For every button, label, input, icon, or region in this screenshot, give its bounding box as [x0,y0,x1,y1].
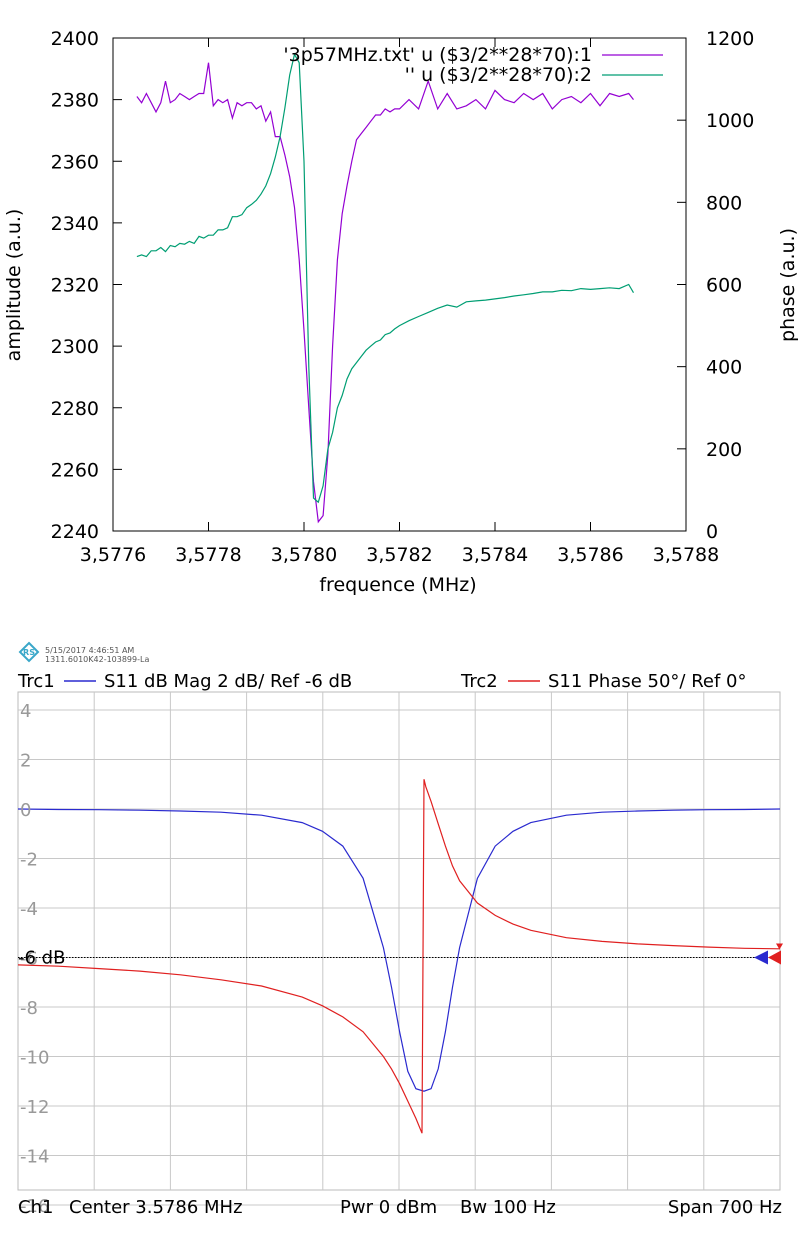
y-tick-label: 0 [20,800,31,821]
y-tick-label: 2400 [51,28,99,50]
trc1-trace [17,808,781,1092]
instrument-id: 1311.6010K42-103899-La [45,655,149,664]
plot-border [112,37,687,532]
y-tick-label: 2260 [51,459,99,481]
y-tick-label: -4 [20,899,38,920]
y-tick-label: -12 [20,1097,49,1118]
x-tick-label: 3,5780 [271,544,337,566]
ref-level-label: -6 dB [18,948,65,969]
tick-group: 4 2 0 -2 -4 -6 -8 -10 -12 -14 -16 [20,701,49,1217]
y-tick-label: -2 [20,850,38,871]
y-tick-label: 2340 [51,213,99,235]
trc2-trace [17,779,781,1134]
x-tick-label: 3,5782 [366,544,432,566]
y-tick-label: -14 [20,1147,49,1168]
y-tick-label: -6 [20,949,38,970]
y-tick-label: 2360 [51,151,99,173]
footer-span: Span 700 Hz [668,1197,782,1218]
y2-tick-label: 600 [706,275,742,297]
vna-s11-chart: RS 5/15/2017 4:46:51 AM 1311.6010K42-103… [17,641,783,1218]
x-tick-label: 3,5778 [175,544,241,566]
plot-frame [112,37,687,532]
y2-tick-label: 1000 [706,110,754,132]
x-tick-label: 3,5776 [80,544,146,566]
y2-axis-label: phase (a.u.) [777,228,799,342]
legend: '3p57MHz.txt' u ($3/2**28*70):1 '' u ($3… [283,44,663,86]
y2-tick-label: 1200 [706,28,754,50]
footer-bandwidth: Bw 100 Hz [460,1197,556,1218]
y-tick-label: 2380 [51,90,99,112]
amplitude-phase-chart: 3,5776 3,5778 3,5780 3,5782 3,5784 3,5786 3,57… [3,28,799,596]
y2-tick-label: 200 [706,439,742,461]
legend-entry-1-label: '3p57MHz.txt' u ($3/2**28*70):1 [283,44,592,66]
y-tick-label: -16 [20,1196,49,1217]
trc1-description: S11 dB Mag 2 dB/ Ref -6 dB [104,671,352,692]
legend-entry-2-label: '' u ($3/2**28*70):2 [405,64,592,86]
series-2-line [136,52,635,504]
trc2-description: S11 Phase 50°/ Ref 0° [548,671,747,692]
y-tick-label: -10 [20,1048,49,1069]
y-tick-label: 4 [20,701,31,722]
x-tick-label: 3,5788 [653,544,719,566]
svg-text:RS: RS [23,648,35,657]
timestamp: 5/15/2017 4:46:51 AM [45,646,134,655]
x-tick-label: 3,5786 [557,544,623,566]
y2-tick-label: 0 [706,521,718,543]
trc2-label: Trc2 [460,671,498,692]
y-tick-label: 2320 [51,275,99,297]
footer-center: Center 3.5786 MHz [69,1197,243,1218]
footer-power: Pwr 0 dBm [340,1197,437,1218]
y2-tick-label: 400 [706,357,742,379]
y2-tick-label: 800 [706,192,742,214]
trc2-ref-marker [768,950,781,965]
footer-channel: Ch1 [18,1197,53,1218]
y-tick-label: 2300 [51,336,99,358]
x-tick-label: 3,5784 [462,544,528,566]
tick-group: 3,5776 3,5778 3,5780 3,5782 3,5784 3,5786 3,57… [51,28,755,566]
y-tick-label: 2280 [51,398,99,420]
y-tick-label: -8 [20,998,38,1019]
series-group [136,52,635,524]
series-group [17,779,781,1134]
trc1-ref-marker [754,950,768,965]
trc2-overflow-marker [776,943,783,950]
x-axis-label: frequence (MHz) [319,574,476,596]
grid [17,691,781,1206]
y-tick-label: 2240 [51,521,99,543]
y-tick-label: 2 [20,751,31,772]
series-1-line [136,62,634,524]
instrument-logo-icon: RS [18,641,40,663]
y-axis-label: amplitude (a.u.) [3,209,25,362]
trc1-label: Trc1 [17,671,55,692]
ref-markers: -6 dB [18,943,783,969]
